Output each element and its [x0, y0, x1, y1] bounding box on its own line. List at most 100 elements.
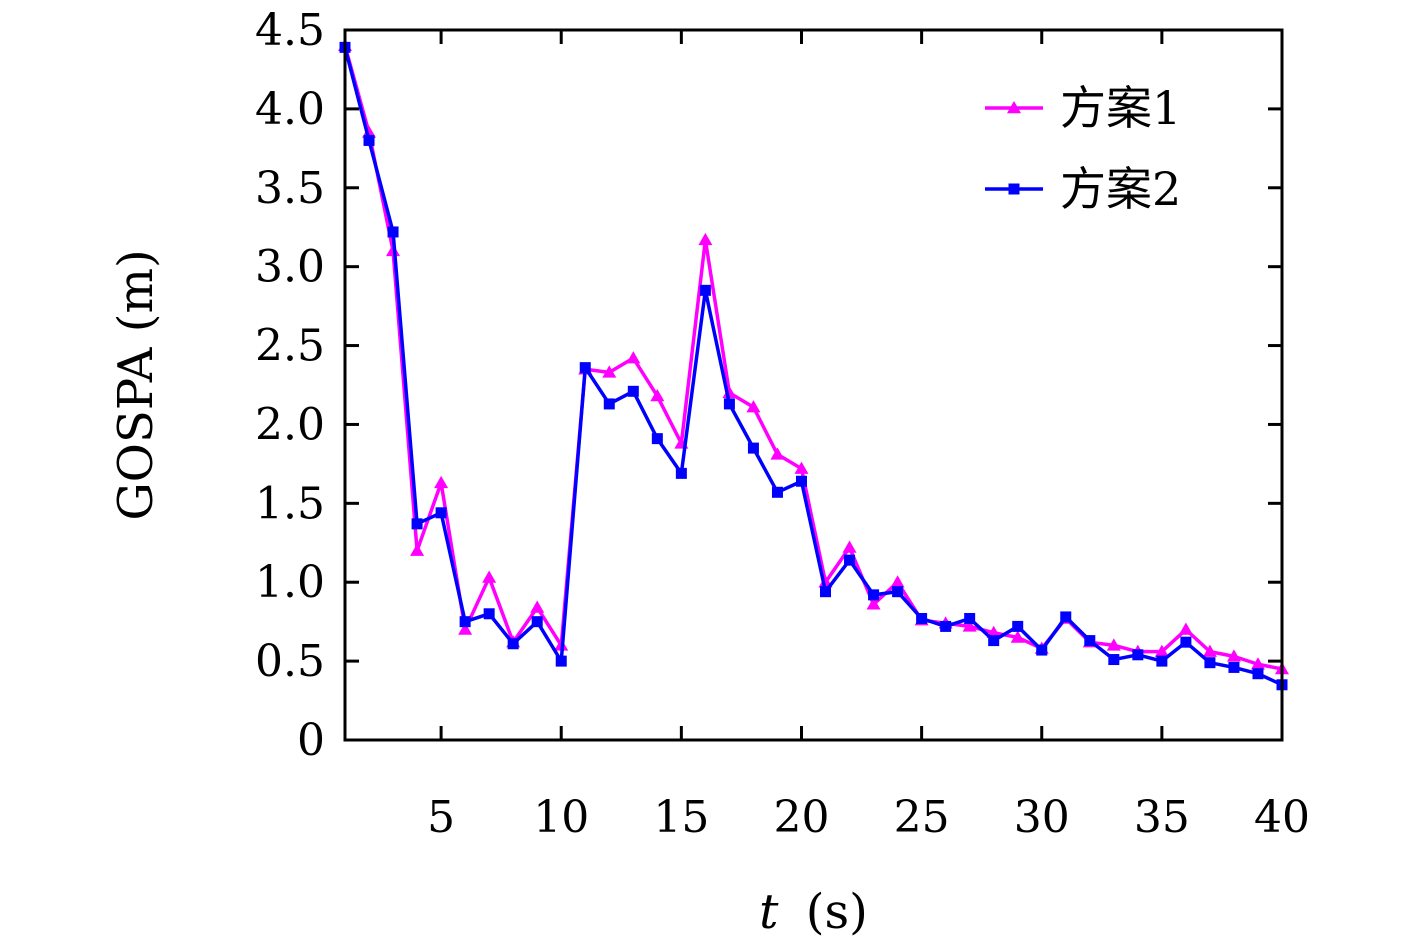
- series-1-point: [746, 400, 761, 413]
- series-2-point: [387, 226, 399, 238]
- legend-item-1: 方案1: [985, 81, 1181, 135]
- series-1-point: [1154, 644, 1169, 657]
- series-2-point: [483, 608, 495, 620]
- series-2-point: [507, 638, 519, 650]
- series-1-line: [343, 45, 1283, 671]
- x-axis-unit: (s): [806, 884, 868, 940]
- series-1-point: [482, 570, 497, 583]
- series-2-point: [844, 554, 856, 566]
- series-1-point: [962, 619, 977, 632]
- series-1-point: [410, 543, 425, 556]
- legend: 方案1 方案2: [985, 81, 1181, 216]
- series-1-point: [650, 389, 665, 402]
- y-tick-label: 1.0: [255, 557, 325, 608]
- series-1-point: [794, 461, 809, 474]
- series-1-point: [866, 597, 881, 610]
- series-2-point: [747, 442, 759, 454]
- y-tick-label: 3.5: [255, 163, 325, 214]
- y-tick-label: 3.0: [255, 242, 325, 293]
- series-1-point: [1226, 649, 1241, 662]
- x-axis-title: t (s): [759, 884, 868, 940]
- series-2-point: [531, 616, 543, 628]
- series-1-point: [1106, 638, 1121, 651]
- x-tick-label: 30: [1014, 792, 1070, 843]
- y-tick-label: 2.0: [255, 399, 325, 450]
- series-1-point: [1178, 622, 1193, 635]
- y-axis-title: GOSPA (m): [108, 249, 164, 520]
- series-2-point: [1036, 644, 1048, 656]
- series-2-point: [363, 134, 375, 146]
- series-1-point: [842, 540, 857, 553]
- tick-labels-layer: 0 0.5 1.0 1.5 2.0 2.5 3.0 3.5 4.0 4.5 5 10 15 20 25 30 3…: [255, 5, 1310, 843]
- ticks-layer: [345, 28, 1284, 742]
- series-2-point: [1084, 635, 1096, 647]
- series-2-point: [1012, 620, 1024, 632]
- series-2-point: [603, 398, 615, 410]
- series-2-point: [699, 284, 711, 296]
- y-tick-label: 0.5: [255, 636, 325, 687]
- legend-swatch-marker-2: [1008, 183, 1020, 195]
- x-tick-label: 40: [1254, 792, 1310, 843]
- series-1-point: [1202, 644, 1217, 657]
- series-1-point: [362, 125, 377, 138]
- series-1-point: [458, 622, 473, 635]
- series-1-point: [1250, 657, 1265, 670]
- x-tick-label: 20: [773, 792, 829, 843]
- x-tick-label: 35: [1134, 792, 1190, 843]
- y-tick-label: 4.0: [255, 84, 325, 135]
- series-2-point: [1204, 657, 1216, 669]
- legend-item-2: 方案2: [985, 162, 1181, 216]
- series-2-point: [435, 507, 447, 519]
- series-2-point: [1060, 611, 1072, 623]
- series-2-point: [940, 620, 952, 632]
- series-1-point: [530, 600, 545, 613]
- series-2-point: [555, 655, 567, 667]
- y-tick-label: 1.5: [255, 478, 325, 529]
- x-tick-label: 10: [533, 792, 589, 843]
- series-2-point: [988, 635, 1000, 647]
- series-2-line: [343, 46, 1283, 687]
- plot-frame: [343, 28, 1284, 742]
- series-1-point: [1010, 630, 1025, 643]
- series-2-point: [459, 616, 471, 628]
- x-tick-label: 5: [427, 792, 455, 843]
- series-2-point: [1132, 649, 1144, 661]
- series-2-point: [675, 467, 687, 479]
- legend-label-1: 方案1: [1060, 81, 1181, 135]
- series-2-point: [723, 398, 735, 410]
- series-2-point: [795, 475, 807, 487]
- legend-swatch-marker-1: [1007, 101, 1021, 114]
- series-2-point: [1228, 661, 1240, 673]
- y-tick-label: 4.5: [255, 5, 325, 56]
- series-1-point: [986, 625, 1001, 638]
- series-layer: [338, 38, 1289, 691]
- series-1-point: [890, 575, 905, 588]
- series-1-point: [698, 232, 713, 246]
- legend-label-2: 方案2: [1060, 162, 1181, 216]
- series-2-point: [771, 486, 783, 498]
- series-1-point: [602, 365, 617, 378]
- series-1-point: [434, 475, 449, 489]
- series-2-point: [868, 589, 880, 601]
- series-2-point: [1180, 636, 1192, 648]
- series-2-point: [892, 586, 904, 598]
- series-2-point: [651, 433, 663, 445]
- series-1-point: [770, 447, 785, 460]
- series-2-point: [579, 362, 591, 374]
- series-2-point: [411, 518, 423, 530]
- y-tick-label: 0: [297, 715, 325, 766]
- series-2-point: [1108, 654, 1120, 666]
- series-1-point: [626, 351, 641, 364]
- series-2: [339, 41, 1288, 691]
- x-tick-label: 15: [653, 792, 709, 843]
- x-axis-variable: t: [759, 884, 779, 940]
- series-2-point: [1252, 668, 1264, 680]
- x-tick-label: 25: [894, 792, 950, 843]
- series-2-point: [916, 613, 928, 625]
- y-tick-label: 2.5: [255, 321, 325, 372]
- series-2-point: [964, 613, 976, 625]
- series-2-point: [820, 586, 832, 598]
- series-2-point: [1156, 655, 1168, 667]
